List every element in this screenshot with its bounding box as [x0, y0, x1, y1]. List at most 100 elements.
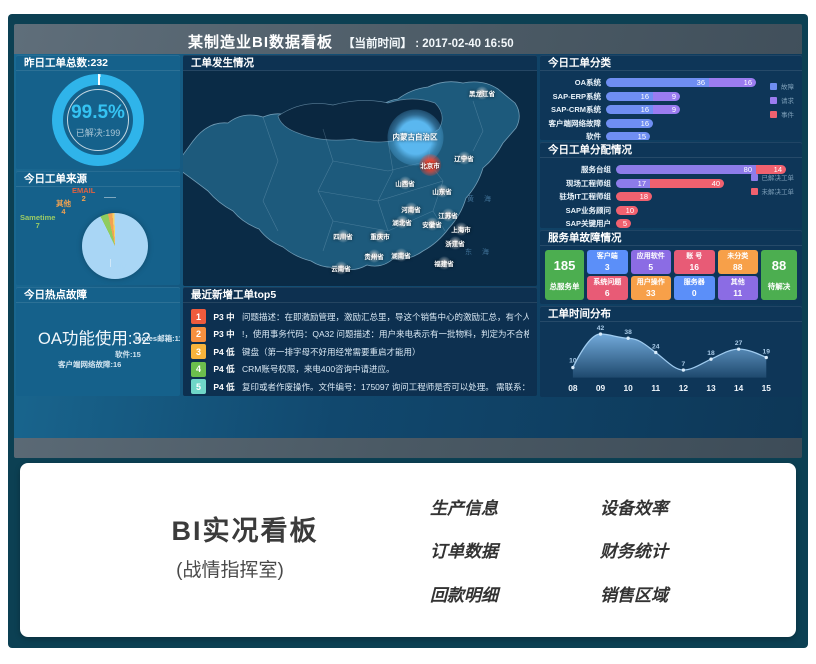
- map-province: 江苏省: [438, 210, 458, 220]
- menu-item-finance-stats[interactable]: 财务统计: [600, 542, 668, 562]
- panel-hot-faults: 今日热点故障 OA功能使用:32 lnotes邮箱:11 软件:15 客户端网络…: [16, 287, 180, 396]
- map-province: 浙江省: [445, 238, 465, 248]
- fault-grid: 185 总服务单 客户端 3 应用软件 5 账 号 16 未分类 88 系统问题 6 用户…: [540, 246, 802, 300]
- pie-label-email: EMAIL 2: [72, 186, 96, 203]
- cloud-word: 软件:15: [115, 350, 141, 359]
- fault-tile: 账 号 16: [674, 250, 715, 274]
- ticket-text: CRM账号权限，来电400咨询中请进应。: [242, 364, 395, 375]
- menu-item-sales-region[interactable]: 销售区域: [600, 585, 668, 605]
- pie-label-phone: 电话 172: [112, 262, 127, 279]
- pie-label-sametime: Sametime 7: [20, 213, 56, 230]
- map-province: 云南省: [331, 263, 351, 273]
- svg-text:24: 24: [652, 343, 660, 350]
- top5-row: 1 P3 中 问题描述：在即激励管理，激励汇总里，导这个销售中心的激励汇总，有个…: [191, 308, 529, 326]
- map-province: 山东省: [432, 186, 452, 196]
- donut-ring: 99.5% 已解决:199: [52, 74, 144, 166]
- bar-row: 客户端网络故障 16: [542, 117, 796, 131]
- card-menu: 生产信息 设备效率 订单数据 财务统计 回款明细 销售区域: [430, 485, 730, 615]
- category-legend: 故障 请求 事件: [770, 81, 794, 119]
- info-card: BI实况看板 (战情指挥室) 生产信息 设备效率 订单数据 财务统计 回款明细 …: [20, 463, 796, 637]
- map-province: 湖北省: [392, 217, 412, 227]
- cloud-word: lnotes邮箱:11: [135, 334, 180, 343]
- panel-title: 昨日工单总数:232: [16, 55, 180, 71]
- svg-text:7: 7: [682, 361, 686, 368]
- resolve-rate: 99.5%: [71, 101, 125, 123]
- priority: P4 低: [213, 364, 235, 375]
- menu-item-order-data[interactable]: 订单数据: [430, 542, 498, 562]
- fault-tile: 其他 11: [717, 276, 758, 300]
- svg-text:13: 13: [706, 383, 716, 393]
- panel-fault-status: 服务单故障情况 185 总服务单 客户端 3 应用软件 5 账 号 16 未分类 88: [540, 230, 802, 304]
- panel-title: 今日工单分配情况: [540, 142, 802, 158]
- map-province: 贵州省: [364, 251, 384, 261]
- map-province: 重庆市: [370, 231, 390, 241]
- rank-badge: 2: [191, 326, 206, 342]
- ticket-text: !，使用事务代码：QA32 问题描述：用户来电表示有一批物料，判定为不合格，在S…: [242, 329, 529, 340]
- unresolved-tile: 88 待解决: [761, 250, 797, 300]
- panel-ticket-source: 今日工单来源 EMAIL 2 其他 4 Sametime 7 电话 172: [16, 171, 180, 285]
- pie-chart: EMAIL 2 其他 4 Sametime 7 电话 172: [16, 187, 180, 285]
- legend-swatch: [750, 173, 758, 181]
- svg-text:11: 11: [651, 383, 660, 393]
- assignment-legend: 已解决工单 未解决工单: [750, 172, 794, 196]
- svg-text:12: 12: [679, 383, 689, 393]
- priority: P4 低: [213, 381, 235, 392]
- bar-row: 软件 15: [542, 130, 796, 140]
- panel-time-distribution: 工单时间分布: [540, 306, 802, 397]
- time-area-chart: 10 42 38 24 7 18 27 19 08 09 10: [540, 322, 802, 396]
- bar-row: SAP关键用户 5: [542, 217, 796, 228]
- card-title: BI实况看板: [171, 516, 319, 546]
- map-province: 黑龙江省: [469, 88, 495, 98]
- bar-row: OA系统 36 16: [542, 76, 796, 90]
- menu-item-payment-detail[interactable]: 回款明细: [430, 585, 498, 605]
- legend-swatch: [770, 82, 777, 90]
- svg-text:08: 08: [568, 383, 578, 393]
- svg-text:38: 38: [624, 329, 632, 336]
- panel-ticket-map: 工单发生情况: [183, 55, 537, 286]
- bar-row: SAP-CRM系统 16 9: [542, 103, 796, 117]
- rank-badge: 1: [191, 309, 206, 325]
- legend-swatch: [770, 96, 777, 104]
- panel-ticket-category: 今日工单分类 OA系统 36 16 SAP-ERP系统 16 9: [540, 55, 802, 140]
- ticket-text: 复印或者作废操作。文件编号：175097 询问工程师是否可以处理。 需联系：00…: [242, 381, 529, 392]
- map-province: 福建省: [434, 258, 454, 268]
- priority: P4 低: [213, 346, 235, 357]
- svg-text:10: 10: [623, 383, 633, 393]
- legend-swatch: [770, 110, 777, 118]
- rank-badge: 3: [191, 344, 206, 360]
- ticket-text: 问题描述：在即激励管理，激励汇总里，导这个销售中心的激励汇总，有个人（00040…: [242, 311, 529, 322]
- rank-badge: 4: [191, 361, 206, 377]
- panel-title: 今日工单来源: [16, 171, 180, 187]
- bar-row: SAP业务顾问 10: [542, 204, 796, 218]
- china-map: 内蒙古自治区 北京市 黑龙江省 辽宁省 山西省 山东省 河南省 江苏省 安徽省 …: [183, 71, 537, 286]
- map-sea-label: 黄 海: [467, 196, 495, 203]
- svg-text:42: 42: [597, 325, 605, 332]
- priority: P3 中: [213, 311, 235, 322]
- donut-chart: 99.5% 已解决:199: [16, 71, 180, 169]
- map-province: 湖南省: [391, 250, 411, 260]
- panel-title: 今日热点故障: [16, 287, 180, 303]
- top5-row: 5 P4 低 复印或者作废操作。文件编号：175097 询问工程师是否可以处理。…: [191, 378, 529, 396]
- svg-text:14: 14: [734, 383, 744, 393]
- panel-title: 今日工单分类: [540, 55, 802, 71]
- top5-row: 4 P4 低 CRM账号权限，来电400咨询中请进应。: [191, 361, 529, 379]
- top5-row: 3 P4 低 键盘（第一排字母不好用经常需要重启才能用）: [191, 343, 529, 361]
- fault-tile: 应用软件 5: [630, 250, 671, 274]
- bar-row: 现场工程师组 17 40: [542, 177, 796, 191]
- ticket-text: 键盘（第一排字母不好用经常需要重启才能用）: [242, 346, 421, 357]
- svg-text:15: 15: [762, 383, 772, 393]
- svg-text:09: 09: [596, 383, 606, 393]
- dashboard-header: 某制造业BI数据看板 【当前时间】 : 2017-02-40 16:50: [188, 31, 514, 51]
- map-province: 山西省: [395, 178, 415, 188]
- dashboard-screen: 某制造业BI数据看板 【当前时间】 : 2017-02-40 16:50 昨日工…: [14, 24, 802, 458]
- map-province: 辽宁省: [454, 153, 474, 163]
- svg-text:27: 27: [735, 340, 743, 347]
- cloud-word: 客户端网络故障:16: [58, 360, 122, 369]
- legend-swatch: [750, 187, 758, 195]
- menu-item-production-info[interactable]: 生产信息: [430, 499, 498, 519]
- menu-item-equipment-efficiency[interactable]: 设备效率: [600, 499, 668, 519]
- fault-tile: 系统问题 6: [587, 276, 628, 300]
- total-tickets-tile: 185 总服务单: [545, 250, 584, 300]
- fault-tile: 服务器 0: [674, 276, 715, 300]
- card-subtitle: (战情指挥室): [176, 560, 284, 581]
